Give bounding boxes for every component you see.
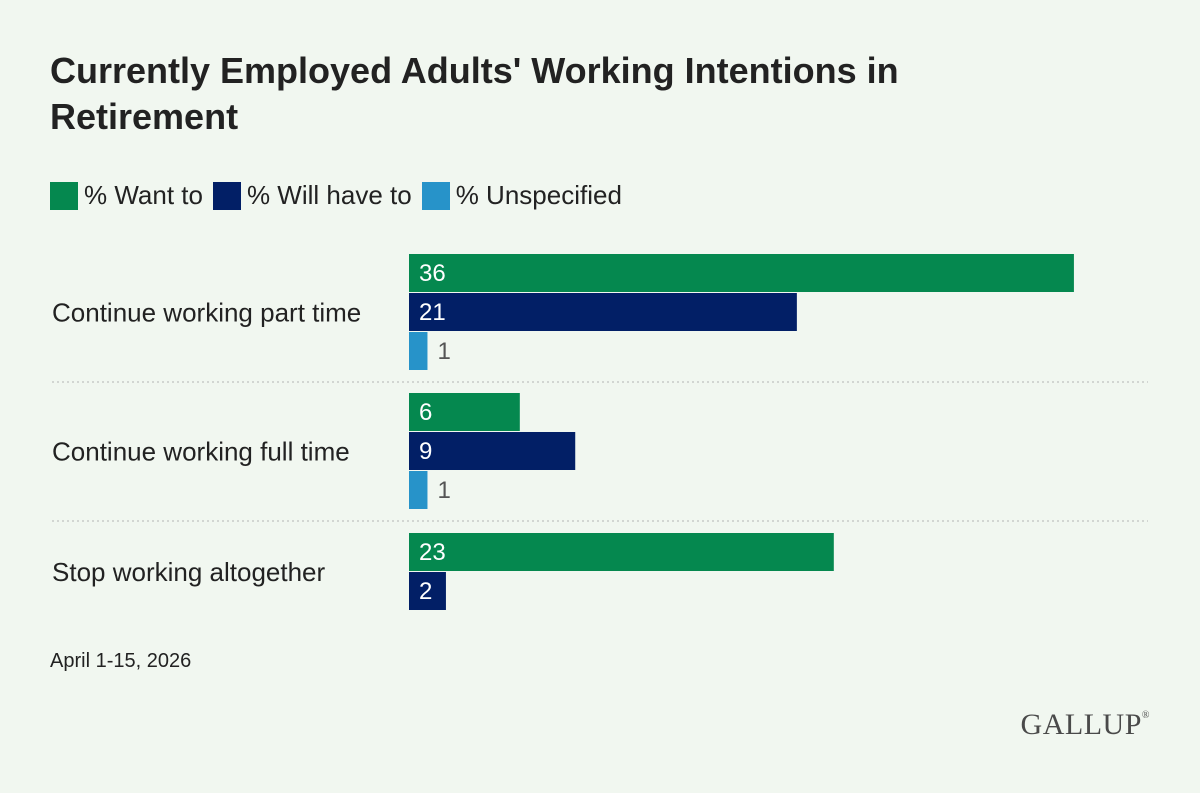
legend-swatch <box>50 181 78 210</box>
bar <box>409 432 576 470</box>
data-label: 2 <box>419 578 432 605</box>
legend-label: % Will have to <box>246 180 412 210</box>
legend-item: % Unspecified <box>421 180 622 211</box>
category-label: Continue working full time <box>52 437 350 467</box>
bar <box>409 533 834 571</box>
data-label: 9 <box>419 438 432 465</box>
category-label: Continue working part time <box>52 298 361 328</box>
data-label: 23 <box>419 539 446 566</box>
legend-label: % Unspecified <box>455 180 622 210</box>
gallup-logo: GALLUP® <box>1021 708 1150 742</box>
category-label: Stop working altogether <box>52 557 326 587</box>
data-label: 21 <box>419 299 446 326</box>
legend-swatch <box>421 181 450 210</box>
logo-text: GALLUP <box>1020 708 1142 741</box>
data-label: 1 <box>437 338 450 365</box>
bar <box>409 332 428 370</box>
bar <box>409 471 428 509</box>
data-label: 6 <box>419 399 432 426</box>
legend: % Want to % Will have to % Unspecified <box>50 180 632 211</box>
bar <box>409 572 446 610</box>
data-label: 36 <box>419 260 446 287</box>
bar <box>409 254 1074 292</box>
data-label: 1 <box>437 477 450 504</box>
legend-item: % Will have to <box>212 180 412 211</box>
registered-mark: ® <box>1141 710 1150 721</box>
chart-title: Currently Employed Adults' Working Inten… <box>50 50 899 137</box>
legend-swatch <box>212 181 241 210</box>
bar <box>409 293 797 331</box>
legend-label: % Want to <box>84 180 203 210</box>
bar <box>409 393 520 431</box>
date-note: April 1-15, 2026 <box>50 650 192 672</box>
legend-item: % Want to <box>50 180 203 211</box>
